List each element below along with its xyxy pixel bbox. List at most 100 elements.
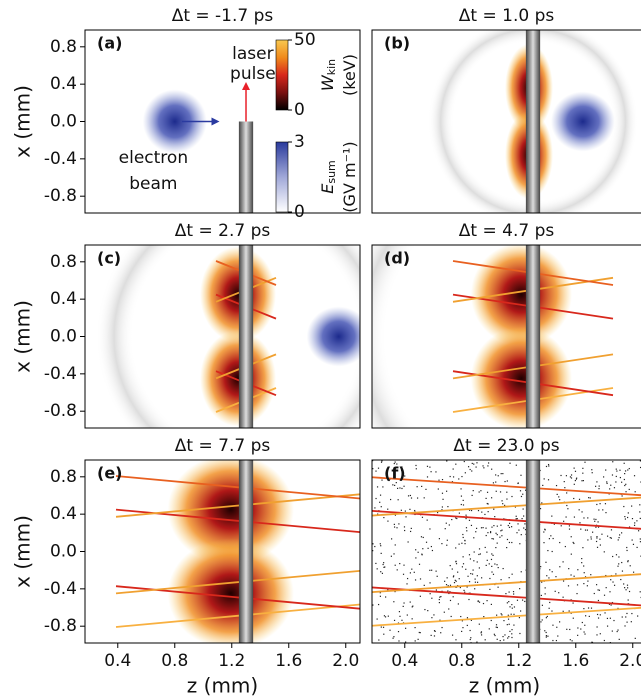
speck: [468, 519, 471, 521]
speck: [578, 509, 580, 511]
speck: [604, 503, 607, 505]
speck: [574, 480, 576, 482]
laser-rod: [525, 460, 541, 643]
speck: [421, 516, 424, 518]
speck: [484, 639, 486, 641]
speck: [609, 617, 611, 619]
speck: [430, 634, 432, 636]
speck: [462, 499, 464, 502]
speck: [372, 460, 374, 462]
speck: [570, 474, 573, 476]
speck: [585, 615, 587, 617]
speck: [519, 490, 522, 492]
speck: [557, 635, 559, 637]
speck: [462, 504, 465, 506]
speck: [637, 615, 639, 617]
speck: [525, 489, 527, 491]
panel-title: Δt = 23.0 ps: [453, 436, 559, 456]
speck: [516, 599, 519, 601]
speck: [458, 512, 460, 514]
speck: [491, 468, 493, 470]
speck: [583, 572, 585, 574]
speck: [389, 498, 392, 501]
speck: [544, 593, 546, 595]
speck: [621, 481, 623, 483]
speck: [502, 503, 504, 505]
speck: [469, 468, 471, 471]
speck: [491, 537, 493, 540]
x-tick-label: 1.2: [218, 651, 245, 671]
colorbar-unit: (keV): [340, 54, 359, 96]
speck: [505, 593, 507, 595]
speck: [414, 626, 416, 629]
speck: [485, 534, 487, 537]
x-axis-label: z (mm): [469, 674, 540, 696]
speck: [393, 523, 395, 525]
speck: [524, 529, 527, 531]
speck: [504, 504, 506, 506]
speck: [388, 479, 390, 482]
speck: [462, 563, 465, 565]
speck: [566, 628, 568, 630]
speck: [496, 525, 498, 527]
speck: [415, 468, 417, 470]
speck: [508, 591, 510, 593]
speck: [560, 474, 562, 477]
speck: [495, 474, 497, 476]
speck: [410, 527, 412, 529]
speck: [462, 533, 464, 536]
speck: [604, 612, 606, 614]
speck: [559, 541, 561, 544]
speck: [400, 509, 402, 511]
speck: [418, 631, 420, 634]
speck: [457, 603, 459, 605]
speck: [555, 639, 558, 642]
trajectory: [372, 496, 641, 517]
speck: [486, 559, 488, 561]
panel-frame: [371, 459, 641, 644]
electron-cloud: [470, 326, 572, 428]
speck: [383, 566, 385, 568]
speck: [446, 577, 448, 579]
speck: [595, 526, 597, 528]
speck: [615, 475, 617, 478]
speck: [484, 513, 486, 516]
speck: [522, 493, 524, 495]
panel-frame: [371, 29, 641, 214]
colorbar-label: Wkin(keV): [318, 54, 359, 96]
speck: [590, 574, 592, 576]
speck: [624, 518, 626, 520]
speck: [455, 463, 457, 465]
speck: [500, 530, 502, 532]
speck: [454, 579, 456, 581]
speck: [391, 538, 393, 540]
colorbar-tick-label: 0: [294, 202, 305, 222]
speck: [619, 469, 621, 471]
speck: [634, 491, 636, 493]
speck: [402, 605, 404, 608]
speck: [483, 615, 485, 618]
speck: [595, 540, 598, 543]
speck: [596, 536, 598, 538]
speck: [584, 624, 586, 626]
speck: [624, 516, 626, 518]
y-tick-label: 0.4: [50, 74, 77, 94]
speck: [433, 630, 436, 632]
speck: [605, 574, 607, 577]
speck: [429, 582, 431, 584]
speck: [627, 516, 629, 519]
speck: [460, 615, 462, 618]
speck: [462, 627, 464, 629]
speck: [516, 532, 518, 534]
y-tick-label: 0.8: [50, 467, 77, 487]
speck: [615, 554, 618, 556]
speck: [467, 466, 470, 468]
speck: [398, 611, 401, 613]
speck: [606, 535, 609, 537]
speck: [411, 568, 413, 570]
speck: [636, 546, 638, 549]
speck: [445, 584, 448, 586]
speck: [573, 497, 575, 500]
speck: [625, 483, 627, 485]
plot-area: [142, 89, 254, 213]
